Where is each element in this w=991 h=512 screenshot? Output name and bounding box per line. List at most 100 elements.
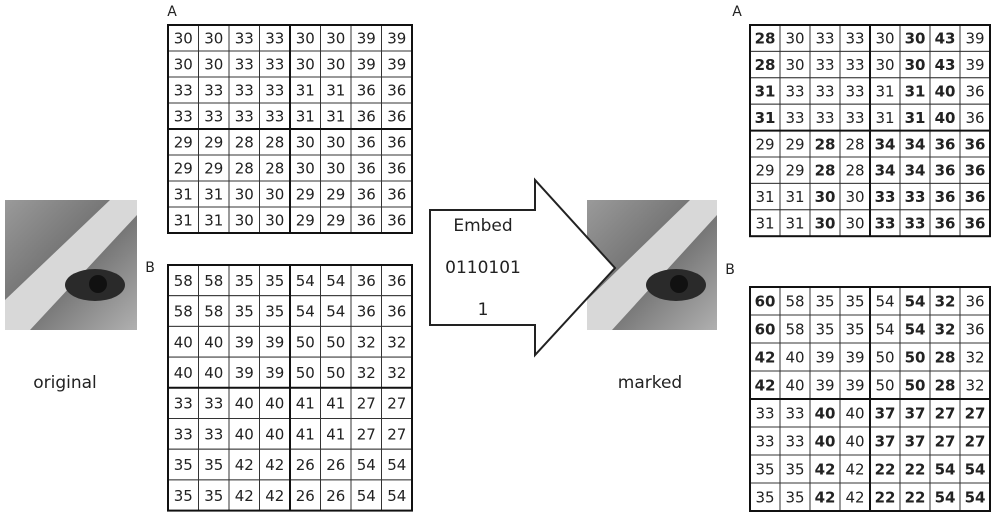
cell: 42 [815,461,836,479]
cell: 40 [815,433,836,451]
cell-box [809,342,841,372]
cell: 27 [965,405,986,423]
cell: 29 [174,134,193,152]
cell-box [320,448,352,481]
cell: 28 [265,160,284,178]
cell: 58 [174,272,193,290]
cell-box [929,314,961,344]
cell: 31 [905,109,926,127]
cell-box [869,156,901,184]
cell: 33 [235,108,254,126]
cell: 36 [965,109,984,127]
cell: 32 [387,333,406,351]
cell: 26 [296,487,315,505]
cell-box [289,356,321,389]
cell-box [749,182,781,211]
cell: 31 [785,188,804,206]
cell: 30 [265,186,284,204]
cell: 54 [965,461,986,479]
cell: 54 [296,272,315,290]
cell-box [320,479,352,512]
cell: 36 [387,82,406,100]
cell: 54 [875,321,894,339]
cell: 30 [785,30,804,48]
cell: 32 [387,364,406,382]
cell: 36 [935,135,956,153]
cell: 33 [845,109,864,127]
cell: 28 [265,134,284,152]
cell: 30 [296,30,315,48]
cell-box [228,418,260,450]
cell-box [749,370,781,400]
cell: 35 [815,321,834,339]
cell-box [839,103,871,132]
cell: 33 [785,109,804,127]
cell: 54 [357,487,376,505]
cell: 30 [845,215,864,233]
cell: 33 [845,83,864,101]
cell-box [959,103,991,132]
cell: 58 [785,321,804,339]
cell-box [929,454,961,484]
cell: 33 [845,56,864,74]
cell-box [228,154,260,182]
cell: 33 [845,30,864,48]
cell: 31 [204,186,223,204]
cell-box [259,102,291,130]
cell: 54 [875,293,894,311]
cell: 40 [174,333,193,351]
cell: 33 [235,30,254,48]
cell: 30 [785,56,804,74]
cell: 33 [815,109,834,127]
cell: 39 [845,377,864,395]
cell: 31 [296,108,315,126]
cell-box [320,102,352,130]
cell: 33 [785,405,804,423]
cell: 36 [387,303,406,321]
cell: 31 [174,212,193,230]
cell: 33 [204,395,223,413]
cell: 39 [965,56,984,74]
cell: 54 [935,461,956,479]
cell: 50 [875,349,894,367]
cell: 39 [265,333,284,351]
cell: 30 [235,186,254,204]
cell: 54 [965,489,986,507]
cell-box [959,182,991,211]
cell: 39 [265,364,284,382]
cell: 31 [204,212,223,230]
cell-box [228,128,260,156]
cell: 50 [296,364,315,382]
cell-box [809,370,841,400]
cell: 22 [905,489,926,507]
cell-box [198,180,230,208]
cell-box [899,182,931,211]
grid-label: A [732,4,742,20]
cell: 37 [905,433,926,451]
cell: 33 [815,30,834,48]
cell: 33 [785,83,804,101]
cell: 31 [296,82,315,100]
cell: 42 [235,456,254,474]
cell-box [749,426,781,456]
cell: 58 [204,272,223,290]
cell: 22 [875,489,896,507]
cell: 35 [204,487,223,505]
cell-box [839,342,871,372]
cell: 35 [235,303,254,321]
cell-box [869,426,901,456]
cell: 33 [905,215,926,233]
cell: 35 [845,293,864,311]
cell: 30 [326,134,345,152]
cell: 39 [235,364,254,382]
cell: 36 [387,186,406,204]
cell-box [809,77,841,105]
cell: 34 [905,135,926,153]
cell-box [259,50,291,78]
cell-box [381,448,413,481]
cell: 35 [235,272,254,290]
cell: 41 [296,425,315,443]
cell: 36 [357,134,376,152]
cell: 39 [357,56,376,74]
cell: 29 [785,135,804,153]
